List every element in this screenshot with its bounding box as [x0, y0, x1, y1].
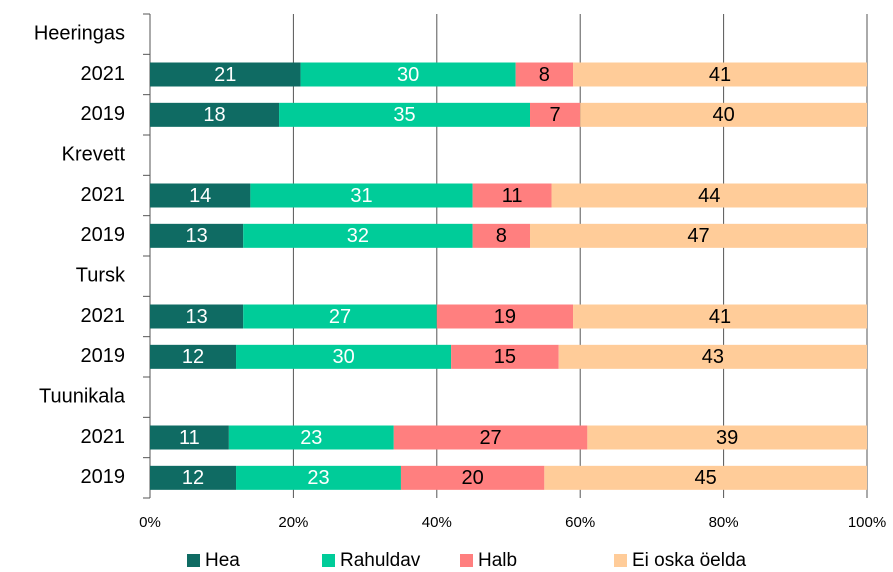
y-tick-label: 2021 — [81, 305, 126, 327]
y-tick-label: 2021 — [81, 184, 126, 206]
value-label: 43 — [702, 346, 724, 368]
y-tick-label: 2019 — [81, 345, 126, 367]
value-label: 13 — [185, 306, 207, 328]
value-label: 30 — [332, 346, 354, 368]
bar-segment — [530, 102, 581, 127]
legend-label: Rahuldav — [340, 550, 421, 571]
bar-segment — [150, 304, 244, 329]
value-label: 11 — [502, 185, 523, 207]
value-label: 35 — [393, 104, 415, 126]
value-label: 8 — [539, 64, 550, 86]
x-tick-label: 0% — [139, 514, 161, 531]
bar-segment — [515, 62, 574, 87]
bar-segment — [436, 304, 574, 329]
y-tick-label: 2021 — [81, 63, 126, 85]
value-label: 20 — [462, 467, 484, 489]
y-tick-label: Tuunikala — [39, 385, 126, 407]
value-label: 27 — [479, 427, 501, 449]
value-label: 11 — [179, 427, 200, 449]
bar-segment — [451, 344, 559, 369]
bar-segment — [580, 102, 867, 127]
bar-segment — [243, 304, 437, 329]
bar-segment — [150, 344, 237, 369]
bar-segment — [544, 465, 867, 490]
value-label: 30 — [397, 64, 419, 86]
value-label: 19 — [494, 306, 516, 328]
y-tick-label: Tursk — [76, 264, 126, 286]
legend-label: Hea — [205, 550, 240, 571]
value-label: 27 — [329, 306, 351, 328]
x-tick-label: 40% — [422, 514, 452, 531]
value-label: 14 — [189, 185, 211, 207]
x-tick-label: 60% — [565, 514, 595, 531]
value-label: 47 — [687, 225, 709, 247]
value-label: 41 — [709, 306, 731, 328]
bar-segment — [150, 183, 251, 208]
legend-swatch — [322, 554, 335, 567]
x-tick-label: 100% — [848, 514, 886, 531]
bar-segment — [587, 425, 867, 450]
value-label: 21 — [214, 64, 236, 86]
value-label: 40 — [712, 104, 734, 126]
bar-segment — [150, 465, 237, 490]
bar-segment — [243, 223, 473, 248]
value-label: 7 — [550, 104, 561, 126]
value-label: 44 — [698, 185, 720, 207]
value-label: 12 — [182, 467, 204, 489]
bar-segment — [400, 465, 545, 490]
legend-label: Halb — [478, 550, 517, 571]
bar-segment — [472, 223, 531, 248]
value-label: 8 — [496, 225, 507, 247]
y-tick-label: 2019 — [81, 103, 126, 125]
bar-segment — [573, 304, 867, 329]
bar-segment — [250, 183, 473, 208]
legend-label: Ei oska öelda — [632, 550, 747, 571]
value-label: 15 — [494, 346, 516, 368]
value-label: 23 — [307, 467, 329, 489]
value-label: 39 — [716, 427, 738, 449]
value-label: 18 — [203, 104, 225, 126]
value-label: 13 — [185, 225, 207, 247]
bar-segment — [558, 344, 867, 369]
legend-swatch — [187, 554, 200, 567]
bar-segment — [393, 425, 588, 450]
bar-segment — [530, 223, 867, 248]
bar-segment — [472, 183, 552, 208]
bar-segment — [300, 62, 516, 87]
value-label: 45 — [695, 467, 717, 489]
bar-segment — [150, 425, 229, 450]
legend-swatch — [614, 554, 627, 567]
value-label: 41 — [709, 64, 731, 86]
y-tick-label: 2019 — [81, 466, 126, 488]
bar-segment — [150, 102, 280, 127]
value-label: 12 — [182, 346, 204, 368]
value-label: 23 — [300, 427, 322, 449]
value-label: 32 — [347, 225, 369, 247]
x-tick-label: 80% — [709, 514, 739, 531]
y-tick-label: Krevett — [62, 143, 126, 165]
bar-segment — [573, 62, 867, 87]
bar-segment — [279, 102, 531, 127]
bar-segment — [236, 465, 401, 490]
bar-segment — [236, 344, 452, 369]
bar-segment — [551, 183, 867, 208]
bar-segment — [228, 425, 394, 450]
y-tick-label: Heeringas — [34, 22, 125, 44]
value-label: 31 — [350, 185, 372, 207]
y-tick-label: 2019 — [81, 224, 126, 246]
bar-segment — [150, 223, 244, 248]
legend-swatch — [460, 554, 473, 567]
x-tick-label: 20% — [278, 514, 308, 531]
bar-segment — [150, 62, 301, 87]
y-tick-label: 2021 — [81, 426, 126, 448]
